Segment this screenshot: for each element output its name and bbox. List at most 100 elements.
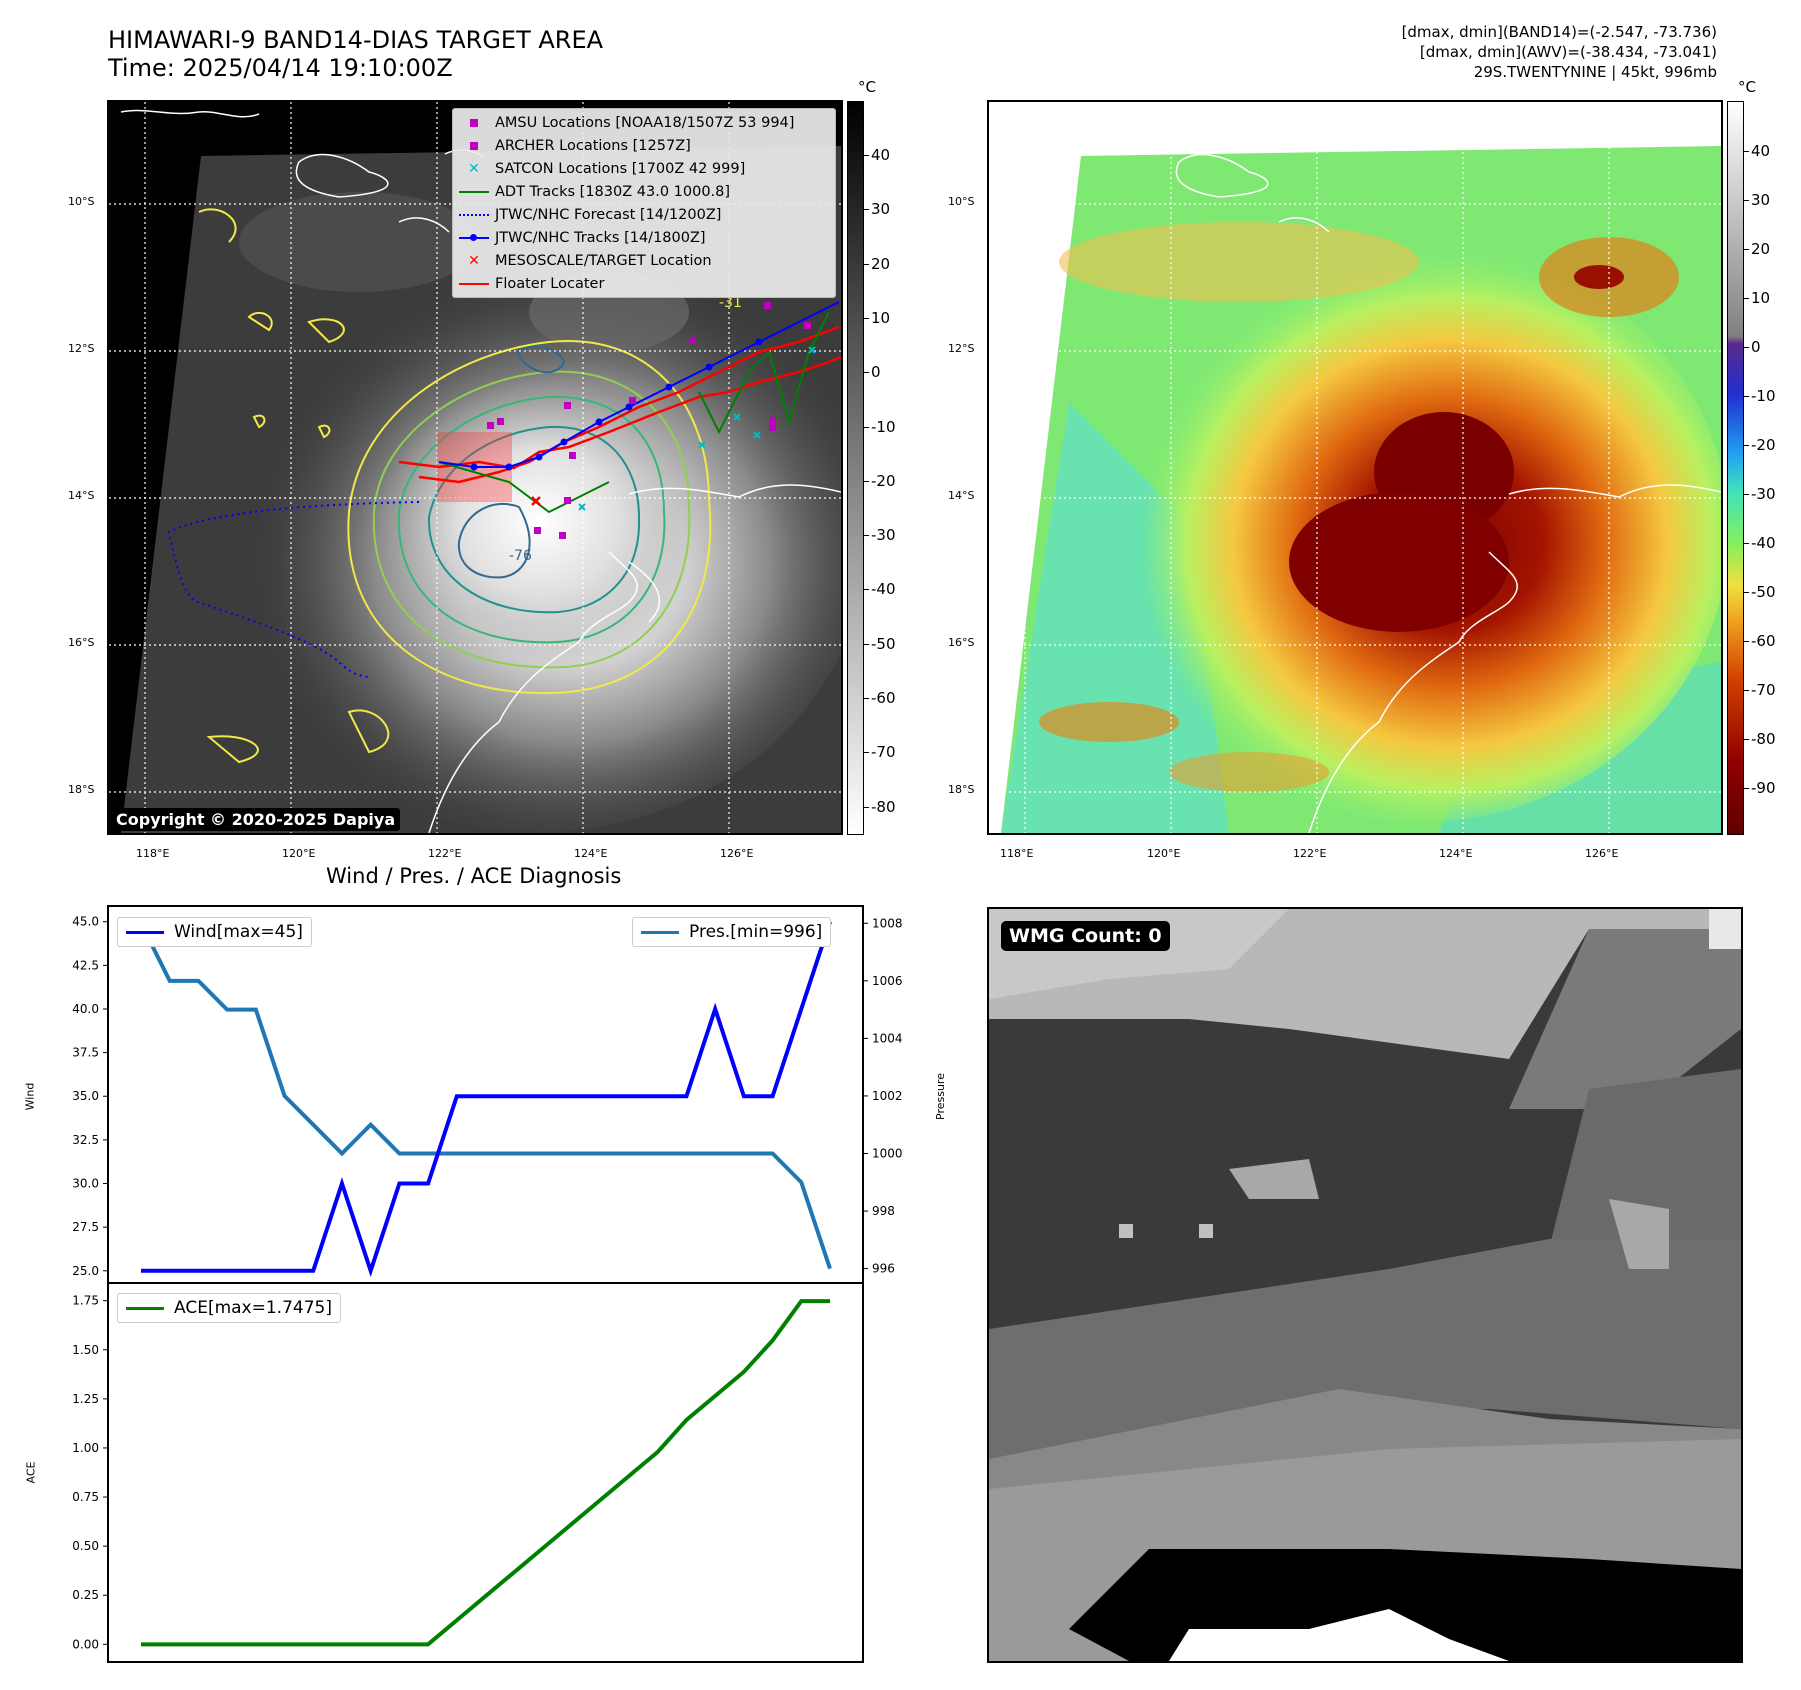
gray-colorbar-tick-label: -20	[871, 471, 896, 490]
wmg-region-mid	[1549, 1069, 1741, 1259]
ace-axis-label: ACE	[24, 1461, 38, 1484]
color-colorbar-tick-label: -10	[1751, 387, 1776, 405]
wind-tick-label: 32.5	[72, 1133, 99, 1147]
legend-adt: ADT Tracks [1830Z 43.0 1000.8]	[453, 180, 835, 203]
wind-tick-label: 27.5	[72, 1220, 99, 1234]
wmg-panel: WMG Count: 0	[987, 907, 1743, 1663]
pressure-tick-label: 1002	[872, 1089, 903, 1103]
gray-colorbar-tick-mark	[864, 263, 869, 265]
color-colorbar-tick-mark	[1744, 445, 1749, 446]
gray-colorbar-tick-mark	[864, 155, 869, 156]
floater-track	[398, 355, 841, 470]
diagnosis-chart: 45.0 42.5 40.0 37.5 35.0 32.5 30.0 27.5 25.0 1008…	[72, 905, 903, 1663]
gray-colorbar-tick-mark	[864, 643, 869, 645]
dotted-line-icon	[453, 203, 495, 226]
storm-core	[379, 377, 699, 667]
gray-colorbar-tick-label: 30	[871, 200, 891, 219]
ace-axes-frame	[107, 1282, 864, 1663]
ir-gray-map: -76 -31	[107, 100, 843, 835]
adt-track	[698, 311, 830, 435]
color-colorbar-tick-mark	[1744, 739, 1749, 740]
satcon-markers	[578, 346, 816, 511]
gray-colorbar-tick-mark	[864, 589, 869, 591]
line-marker-icon	[126, 930, 164, 934]
legend-jtwc-tracks: JTWC/NHC Tracks [14/1800Z]	[453, 226, 835, 249]
gray-colorbar-tick-label: -80	[871, 797, 896, 816]
color-colorbar-tick-label: -60	[1751, 632, 1776, 650]
gray-colorbar-tick-label: -50	[871, 634, 896, 653]
ace-tick-label: 0.00	[72, 1637, 99, 1651]
gray-colorbar-tick-label: 40	[871, 146, 891, 164]
legend-archer: ARCHER Locations [1257Z]	[453, 134, 835, 157]
legend-amsu: AMSU Locations [NOAA18/1507Z 53 994]	[453, 111, 835, 134]
wmg-region-mid	[989, 1239, 1741, 1459]
wind-tick-label: 42.5	[72, 958, 99, 972]
wind-tick-label: 30.0	[72, 1177, 99, 1191]
cloud-band	[1169, 752, 1329, 792]
ir-color-map	[987, 100, 1723, 835]
gray-colorbar-tick-mark	[864, 317, 869, 319]
floater-track	[418, 325, 840, 484]
lat-label: 10°S	[68, 195, 95, 208]
ace-tick-label: 0.50	[72, 1539, 99, 1553]
wind-tick-label: 25.0	[72, 1264, 99, 1278]
lat-label: 16°S	[948, 636, 975, 649]
pressure-legend: Pres.[min=996]	[632, 917, 832, 947]
ir-color-map-svg	[989, 102, 1721, 833]
cloud-band	[1574, 265, 1624, 289]
color-colorbar-tick-mark	[1744, 788, 1749, 789]
coastlines	[1175, 153, 1721, 833]
cloud-band	[1059, 222, 1419, 302]
lon-label: 122°E	[428, 847, 462, 860]
gray-colorbar-tick-mark	[864, 372, 869, 374]
pressure-tick-label: 998	[872, 1204, 895, 1218]
stats-awv: [dmax, dmin](AWV)=(-38.434, -73.041)	[1419, 43, 1717, 61]
x-marker-icon: ✕	[468, 160, 480, 177]
lon-label: 124°E	[574, 847, 608, 860]
gray-colorbar-tick-mark	[864, 426, 869, 428]
gray-colorbar-tick-mark	[864, 480, 869, 482]
legend-mesoscale: ✕ MESOSCALE/TARGET Location	[453, 249, 835, 272]
line-marker-icon	[453, 180, 495, 203]
gray-colorbar-tick-label: -60	[871, 689, 896, 707]
lon-label: 120°E	[1147, 847, 1181, 860]
ace-tick-label: 0.75	[72, 1490, 99, 1504]
ace-tick-label: 1.25	[72, 1392, 99, 1406]
gridlines	[989, 102, 1721, 833]
color-colorbar-tick-label: -80	[1751, 730, 1776, 748]
line-marker-icon	[641, 930, 679, 934]
wmg-image	[989, 909, 1741, 1661]
color-colorbar-tick-label: -50	[1751, 583, 1776, 601]
map-legend: AMSU Locations [NOAA18/1507Z 53 994] ARC…	[452, 108, 836, 298]
color-colorbar-tick-label: -40	[1751, 534, 1776, 552]
pressure-tick-label: 1006	[872, 974, 903, 988]
cloud-band	[239, 192, 479, 292]
gray-colorbar-tick-label: 10	[871, 308, 891, 327]
stats-block: [dmax, dmin](BAND14)=(-2.547, -73.736) […	[1402, 22, 1717, 82]
wind-pressure-axes: 45.0 42.5 40.0 37.5 35.0 32.5 30.0 27.5 25.0 1008…	[72, 905, 903, 1284]
gray-colorbar-tick-mark	[864, 535, 869, 537]
color-colorbar-tick-label: 30	[1751, 191, 1771, 209]
lon-label: 120°E	[282, 847, 316, 860]
ace-legend: ACE[max=1.7475]	[117, 1293, 341, 1323]
gray-colorbar-tick-mark	[864, 806, 869, 808]
color-colorbar-tick-mark	[1744, 298, 1749, 299]
color-colorbar-tick-label: -70	[1751, 681, 1776, 699]
wmg-region-white	[1169, 1609, 1509, 1661]
jtwc-track	[438, 301, 840, 468]
target-location-marker	[531, 496, 541, 506]
wmg-count-badge: WMG Count: 0	[1001, 921, 1170, 951]
lon-label: 118°E	[136, 847, 170, 860]
color-colorbar-tick-mark	[1744, 690, 1749, 691]
contour-label-76: -76	[509, 548, 532, 564]
color-colorbar-tick-label: 0	[1751, 338, 1761, 356]
lat-label: 14°S	[948, 489, 975, 502]
ace-tick-label: 1.75	[72, 1294, 99, 1308]
ace-axes: 1.75 1.50 1.25 1.00 0.75 0.50 0.25 0.00	[72, 1282, 864, 1663]
color-colorbar-tick-label: -30	[1751, 485, 1776, 503]
pressure-tick-label: 1000	[872, 1146, 903, 1160]
wmg-region-light	[1229, 1159, 1319, 1199]
color-colorbar-tick-mark	[1744, 494, 1749, 495]
adt-track	[438, 461, 610, 514]
lat-label: 14°S	[68, 489, 95, 502]
